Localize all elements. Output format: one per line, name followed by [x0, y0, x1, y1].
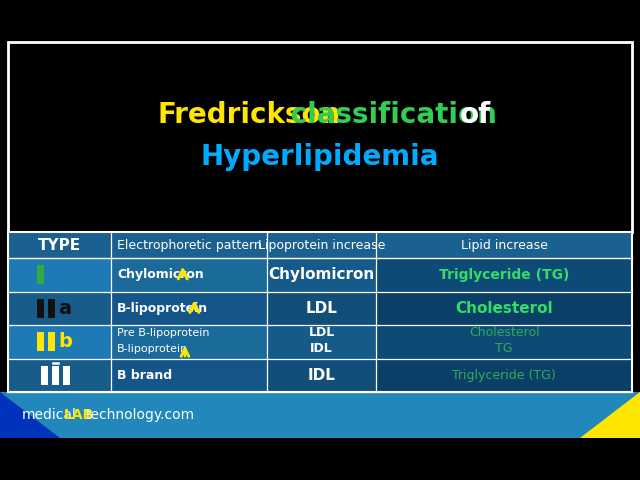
- Bar: [267, 258, 376, 291]
- Bar: [38, 299, 45, 318]
- Text: B-lipoprotein: B-lipoprotein: [117, 344, 188, 354]
- Text: Chylomicron: Chylomicron: [117, 268, 204, 281]
- Bar: [8, 232, 632, 258]
- Bar: [0, 438, 640, 480]
- Bar: [111, 359, 267, 392]
- Bar: [63, 366, 70, 385]
- Text: of: of: [460, 101, 492, 129]
- Polygon shape: [580, 392, 640, 438]
- Text: IDL: IDL: [308, 368, 335, 383]
- Text: Triglyceride (TG): Triglyceride (TG): [439, 268, 569, 282]
- FancyBboxPatch shape: [8, 42, 632, 232]
- Bar: [0, 0, 640, 42]
- Text: Lipid increase: Lipid increase: [461, 239, 547, 252]
- Text: LAB: LAB: [64, 408, 94, 422]
- Text: b: b: [58, 332, 72, 351]
- Bar: [8, 291, 111, 325]
- Text: TG: TG: [495, 342, 513, 355]
- Bar: [267, 359, 376, 392]
- Bar: [38, 265, 45, 285]
- Bar: [267, 291, 376, 325]
- Bar: [8, 325, 111, 359]
- Bar: [111, 291, 267, 325]
- Polygon shape: [0, 392, 60, 438]
- Bar: [42, 366, 49, 385]
- Bar: [0, 392, 640, 438]
- Text: IDL: IDL: [310, 342, 333, 355]
- Text: TYPE: TYPE: [38, 238, 81, 252]
- Bar: [52, 366, 60, 385]
- Bar: [111, 325, 267, 359]
- Bar: [38, 332, 45, 351]
- Text: Lipoprotein increase: Lipoprotein increase: [258, 239, 385, 252]
- Text: medical: medical: [22, 408, 77, 422]
- Bar: [49, 332, 56, 351]
- Text: Hyperlipidemia: Hyperlipidemia: [201, 143, 439, 171]
- Bar: [0, 42, 640, 232]
- Text: classification: classification: [281, 101, 506, 129]
- Text: Fredrickson: Fredrickson: [157, 101, 341, 129]
- Bar: [267, 325, 376, 359]
- Text: Chylomicron: Chylomicron: [268, 267, 374, 282]
- Bar: [8, 359, 111, 392]
- Text: LDL: LDL: [308, 326, 335, 339]
- Text: Pre B-lipoprotein: Pre B-lipoprotein: [117, 328, 209, 338]
- Bar: [8, 258, 111, 291]
- Bar: [8, 232, 632, 392]
- Bar: [376, 359, 632, 392]
- Text: Cholesterol: Cholesterol: [468, 326, 540, 339]
- Text: Triglyceride (TG): Triglyceride (TG): [452, 369, 556, 382]
- Text: Electrophoretic pattern: Electrophoretic pattern: [116, 239, 261, 252]
- Bar: [49, 299, 56, 318]
- Text: B brand: B brand: [117, 369, 172, 382]
- Bar: [376, 291, 632, 325]
- Text: Cholesterol: Cholesterol: [455, 301, 553, 316]
- Text: B-lipoprotein: B-lipoprotein: [117, 302, 208, 315]
- Bar: [376, 258, 632, 291]
- Bar: [8, 232, 632, 392]
- Text: a: a: [58, 299, 72, 318]
- Bar: [111, 258, 267, 291]
- Bar: [376, 325, 632, 359]
- Text: LDL: LDL: [306, 301, 337, 316]
- Text: technology.com: technology.com: [86, 408, 195, 422]
